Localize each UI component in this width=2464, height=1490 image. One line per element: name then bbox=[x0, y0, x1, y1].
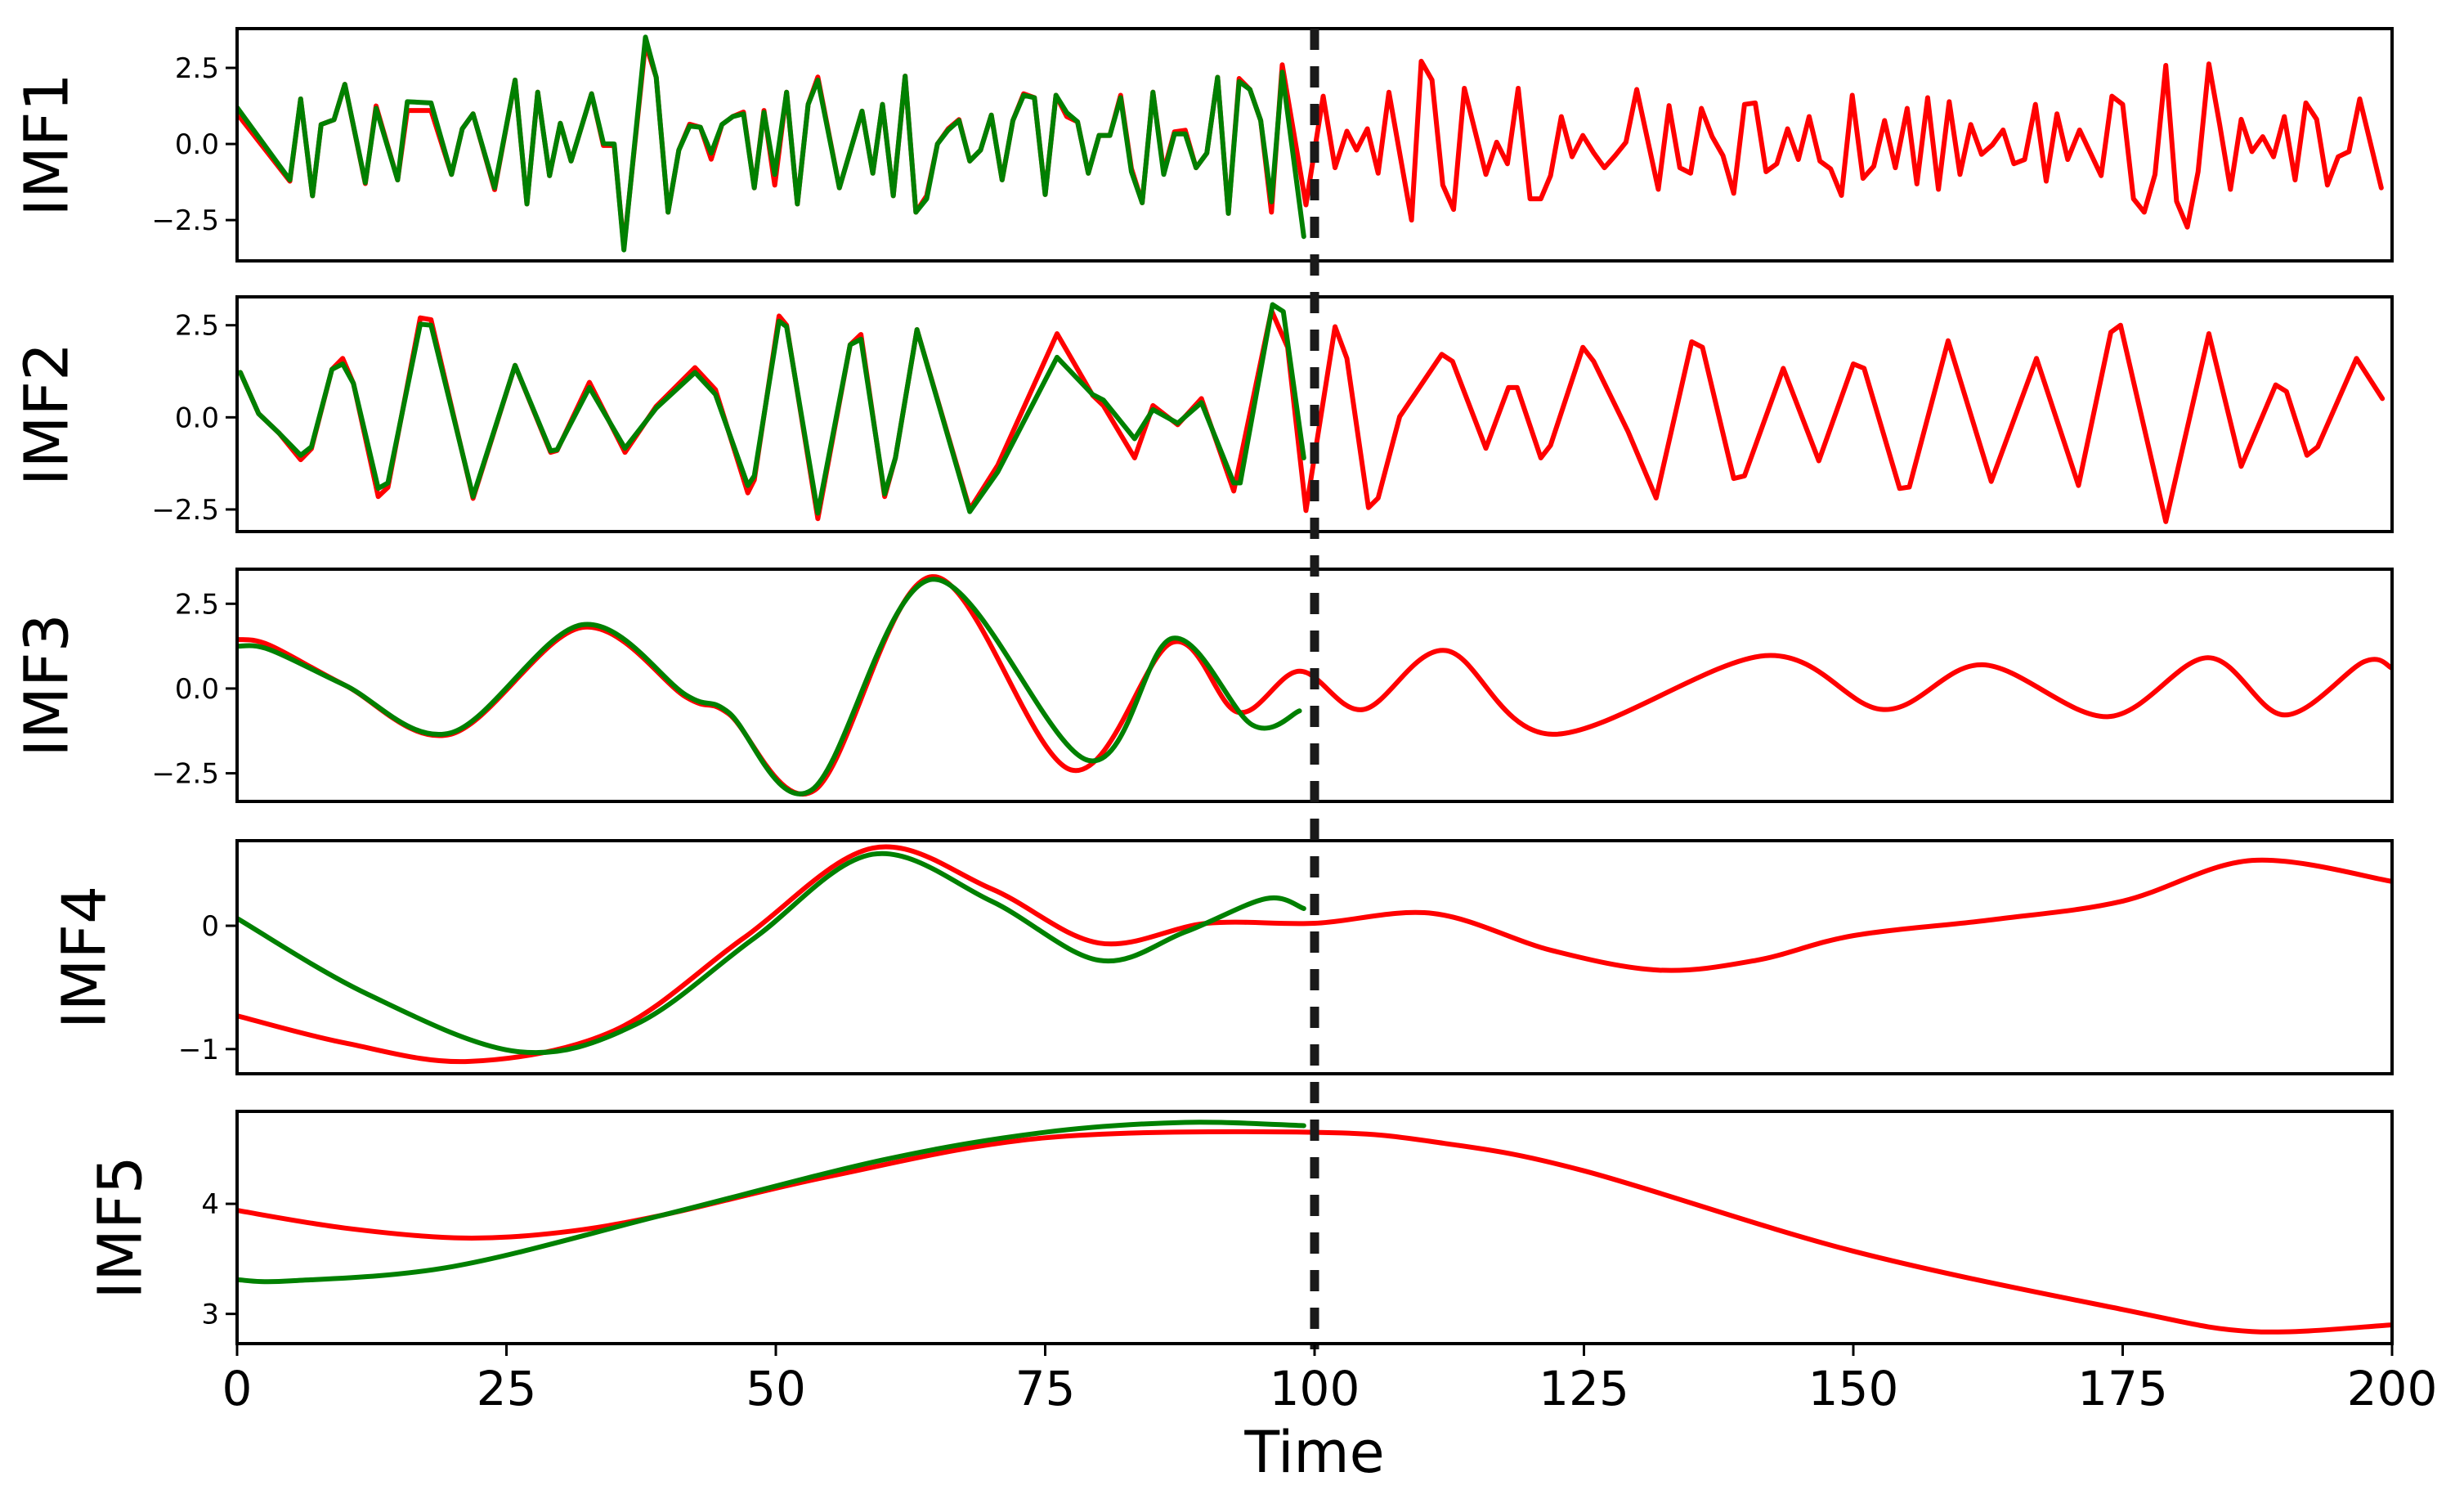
x-tick-label: 25 bbox=[477, 1361, 537, 1416]
y-tick-label: 3 bbox=[201, 1299, 219, 1331]
panels: −2.5 0.0 2.5 IMF1 −2.5 0.0 2.5 IMF2 −2.5 0.0 2.5 IM… bbox=[12, 27, 2394, 1345]
y-tick-label: 0.0 bbox=[175, 673, 219, 706]
y-tick-label: −2.5 bbox=[151, 204, 219, 237]
imf1-green-series-line bbox=[237, 34, 1306, 253]
imf4-green-series-line bbox=[237, 850, 1306, 1056]
x-tick-label: 100 bbox=[1270, 1361, 1360, 1416]
y-axis-label: IMF2 bbox=[12, 343, 83, 486]
imf5-red-series-line bbox=[237, 1129, 2392, 1335]
y-tick-label: 2.5 bbox=[175, 52, 219, 85]
panel-imf2: −2.5 0.0 2.5 IMF2 bbox=[12, 295, 2394, 533]
x-tick-label: 125 bbox=[1539, 1361, 1629, 1416]
imf4-red-series-line bbox=[237, 844, 2392, 1065]
y-tick-label: 0 bbox=[201, 910, 219, 943]
panel-imf5: 3 4 IMF5 bbox=[86, 1110, 2394, 1345]
y-axis-label: IMF1 bbox=[12, 73, 83, 216]
y-tick-label: 0.0 bbox=[175, 128, 219, 161]
y-tick-label: 2.5 bbox=[175, 310, 219, 343]
imf1-red-series-line bbox=[237, 41, 2384, 250]
x-tick-label: 175 bbox=[2077, 1361, 2168, 1416]
x-tick-label: 150 bbox=[1808, 1361, 1899, 1416]
y-axis-label: IMF5 bbox=[86, 1156, 156, 1299]
imf5-green-series-line bbox=[237, 1120, 1306, 1285]
imf2-green-series-line bbox=[237, 302, 1306, 516]
imf3-green-series-line bbox=[237, 577, 1302, 797]
y-axis-label: IMF3 bbox=[12, 613, 83, 756]
panel-imf3: −2.5 0.0 2.5 IMF3 bbox=[12, 568, 2394, 803]
panel-imf4: −1 0 IMF4 bbox=[50, 839, 2394, 1075]
panel-imf1: −2.5 0.0 2.5 IMF1 bbox=[12, 27, 2394, 263]
y-axis-label: IMF4 bbox=[50, 886, 120, 1029]
x-tick-label: 50 bbox=[746, 1361, 806, 1416]
y-tick-label: 0.0 bbox=[175, 402, 219, 434]
y-tick-label: 2.5 bbox=[175, 588, 219, 621]
axes-frame bbox=[235, 839, 2394, 1075]
y-tick-label: −2.5 bbox=[151, 758, 219, 791]
y-tick-label: −1 bbox=[178, 1034, 219, 1066]
y-tick-label: −2.5 bbox=[151, 494, 219, 527]
y-tick-label: 4 bbox=[201, 1188, 219, 1221]
x-tick-label: 75 bbox=[1015, 1361, 1076, 1416]
x-tick-label: 0 bbox=[222, 1361, 253, 1416]
x-axis: 0 25 50 75 100 125 150 175 200 bbox=[222, 1344, 2438, 1416]
x-axis-label: Time bbox=[1243, 1419, 1384, 1486]
x-tick-label: 200 bbox=[2347, 1361, 2438, 1416]
